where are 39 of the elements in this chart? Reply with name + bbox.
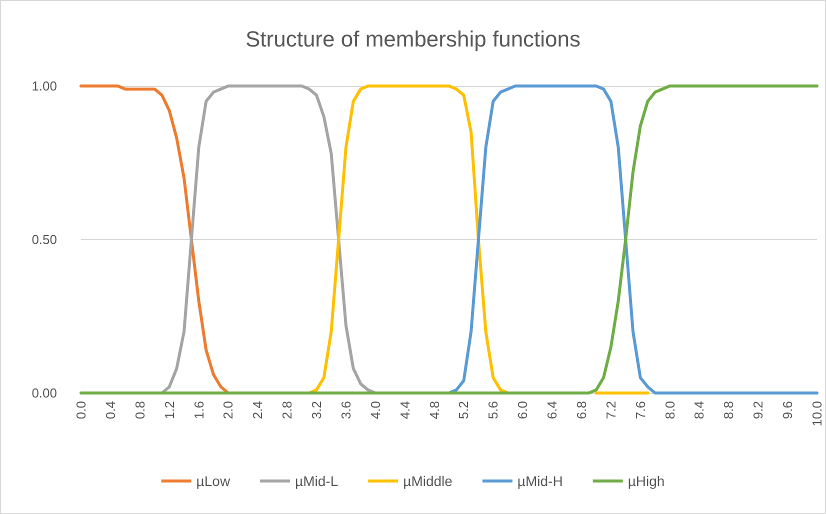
x-tick-label: 2.0 [220, 401, 236, 420]
x-tick-label: 4.4 [397, 401, 412, 420]
legend-label: µLow [196, 473, 231, 489]
x-tick-label: 7.6 [632, 401, 648, 420]
x-tick-label: 3.2 [309, 401, 324, 420]
x-tick-label: 2.8 [280, 401, 295, 420]
x-tick-label: 4.8 [426, 401, 442, 420]
x-tick-label: 2.4 [250, 401, 266, 420]
y-tick-label: 1.00 [32, 78, 57, 94]
y-tick-label: 0.00 [32, 386, 57, 400]
legend-label: µMid-H [517, 473, 563, 489]
x-tick-label: 1.2 [162, 401, 177, 420]
legend-label: µMid-L [295, 473, 338, 489]
chart-title: Structure of membership functions [245, 26, 581, 52]
line-series [80, 84, 230, 394]
x-tick-label: 9.2 [750, 401, 766, 420]
line-series [80, 84, 818, 394]
x-tick-label: 10.0 [810, 401, 824, 426]
x-tick-label: 6.0 [515, 401, 530, 420]
y-tick-label: 0.50 [32, 232, 57, 247]
x-tick-label: 5.6 [486, 401, 501, 420]
x-tick-label: 6.4 [544, 401, 560, 420]
line-series [448, 84, 818, 394]
x-tick-label: 8.8 [721, 401, 736, 420]
x-tick-label: 9.6 [780, 401, 796, 420]
x-tick-label: 8.0 [662, 401, 678, 420]
x-tick-label: 7.2 [603, 401, 618, 420]
x-tick-label: 0.4 [102, 401, 118, 420]
x-tick-label: 4.0 [368, 401, 383, 420]
x-tick-label: 5.2 [456, 401, 472, 420]
x-tick-label: 8.4 [692, 401, 707, 420]
x-tick-label: 6.8 [574, 401, 589, 420]
legend-label: µMiddle [403, 473, 453, 489]
x-tick-label: 0.0 [74, 401, 88, 420]
x-tick-label: 1.6 [191, 401, 206, 420]
x-tick-label: 3.6 [338, 401, 354, 420]
x-tick-label: 0.8 [132, 401, 148, 420]
line-series [160, 84, 377, 394]
legend-label: µHigh [628, 473, 665, 489]
